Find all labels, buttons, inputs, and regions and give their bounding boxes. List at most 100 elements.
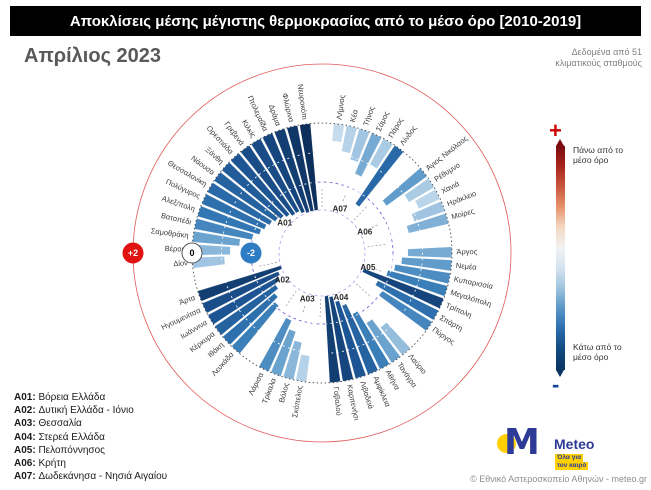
logo-dot-icon (497, 434, 516, 453)
sector-divider (355, 283, 372, 298)
sector-code-label: A01 (277, 219, 292, 228)
sector-label-tick (343, 304, 348, 312)
axis-tick-value: +2 (128, 248, 138, 258)
station-bar (406, 212, 450, 234)
sector-divider (284, 290, 297, 308)
colorbar-plus-sign: + (549, 118, 562, 143)
station-label: Τρίκαλα (260, 376, 278, 405)
region-legend-item: A01: Βόρεια Ελλάδα (14, 392, 106, 403)
logo-m-icon: M (504, 422, 540, 463)
station-label: Βόλος (277, 381, 291, 403)
gridline-minus1 (330, 152, 387, 176)
sector-label-tick (371, 223, 380, 228)
station-label: Γαβαλού (332, 386, 344, 416)
station-bar (222, 292, 279, 346)
sector-code-label: A05 (360, 263, 375, 272)
station-bar (411, 200, 446, 223)
region-legend-item: A04: Στερεά Ελλάδα (14, 431, 105, 443)
axis-tick-value: 0 (189, 248, 194, 258)
station-bar (201, 193, 268, 230)
station-bar (365, 318, 401, 364)
station-label: Κυπαρισσία (453, 274, 494, 291)
axis-tick-badge (240, 242, 262, 264)
axis-tick-value: -2 (247, 248, 255, 258)
sector-label-tick (342, 193, 347, 202)
sector-code-label: A02 (275, 276, 290, 285)
period-label: Απρίλιος 2023 (24, 45, 162, 67)
colorbar-gradient (556, 146, 565, 370)
station-bar (239, 144, 296, 217)
station-bar (328, 295, 354, 382)
station-bar (414, 188, 441, 210)
gridline-minus2 (374, 205, 392, 238)
station-bar (407, 246, 453, 259)
logo-tagline: τον καιρό (555, 462, 589, 470)
gridline-minus1 (225, 281, 260, 332)
station-label: Σκόπελος (290, 385, 304, 419)
station-bar (361, 268, 445, 309)
region-legend-item: A05: Πελοπόννησος (14, 444, 105, 456)
station-label: Τήνος (361, 105, 376, 127)
station-bar (214, 284, 279, 336)
copyright: © Εθνικό Αστεροσκοπείο Αθηνών - meteo.gr (470, 474, 647, 484)
colorbar-minus-sign: - (552, 372, 560, 397)
gridline-minus2 (286, 314, 315, 325)
station-label: Λήμνος (335, 94, 347, 120)
station-bar (206, 182, 273, 226)
station-label: Κέα (348, 108, 360, 123)
region-legend-item: A02: Δυτική Ελλάδα - Ιόνιο (14, 405, 134, 417)
region-legend: A01: Βόρεια Ελλάδα A02: Δυτική Ελλάδα - Ι… (14, 391, 167, 483)
sector-divider (367, 243, 388, 248)
region-legend-item: A07: Δωδεκάνησα - Νησιά Αιγαίου (14, 471, 168, 483)
gridline-minus1 (272, 340, 311, 354)
sector-code-label: A07 (332, 204, 347, 213)
gridline-minus1 (327, 325, 392, 354)
sector-divider (257, 262, 278, 267)
sector-code-label: A03 (300, 295, 315, 304)
colorbar (556, 139, 565, 377)
station-bar (334, 299, 367, 379)
ring-hub (278, 209, 366, 297)
station-bar (341, 303, 379, 375)
station-label: Μοίρες (450, 206, 475, 221)
station-label: Άργος (456, 247, 477, 256)
region-legend-item: A06: Κρήτη (14, 458, 66, 470)
station-bar (393, 264, 451, 285)
station-bar (381, 167, 428, 207)
sector-divider (353, 205, 369, 221)
station-label: Δράμα (267, 103, 283, 128)
station-bar (295, 353, 311, 383)
station-label: Χανιά (440, 179, 462, 196)
station-bar (192, 230, 241, 247)
title-bar: Αποκλίσεις μέσης μέγιστης θερμοκρασίας α… (10, 6, 641, 36)
station-bar (258, 317, 293, 373)
station-label: Σαμοθράκη (150, 226, 189, 240)
region-legend-item: A03: Θεσσαλία (14, 418, 82, 430)
gridline-minus1 (401, 247, 423, 315)
station-label: Βέροια (165, 244, 189, 254)
colorbar-bottom-label: Κάτω από το μέσο όρο (573, 342, 622, 362)
logo-tagline: Όλα για (555, 454, 584, 462)
station-label: Νεμέα (456, 261, 478, 272)
sector-label-tick (301, 306, 306, 314)
station-bar (379, 321, 412, 356)
sector-label-tick (375, 269, 384, 273)
station-bar (270, 328, 297, 377)
colorbar-arrow-down-icon (556, 370, 564, 377)
station-bar (230, 152, 291, 218)
meteo-logo: M Meteo Όλα για τον καιρό (488, 422, 648, 474)
colorbar-arrow-up-icon (556, 139, 564, 146)
sector-label-tick (272, 212, 279, 218)
station-label: Βατοπέδι (160, 211, 192, 227)
logo-wordmark: Meteo (554, 436, 595, 452)
station-label: Καρπενήσι (345, 384, 361, 422)
station-bar (261, 132, 306, 214)
sector-code-label: A04 (333, 293, 348, 302)
station-bar (221, 161, 285, 220)
station-bar (400, 256, 453, 272)
station-bar (331, 123, 345, 143)
axis-tick-badge (181, 242, 203, 264)
station-label: Φλώρινα (280, 92, 296, 123)
